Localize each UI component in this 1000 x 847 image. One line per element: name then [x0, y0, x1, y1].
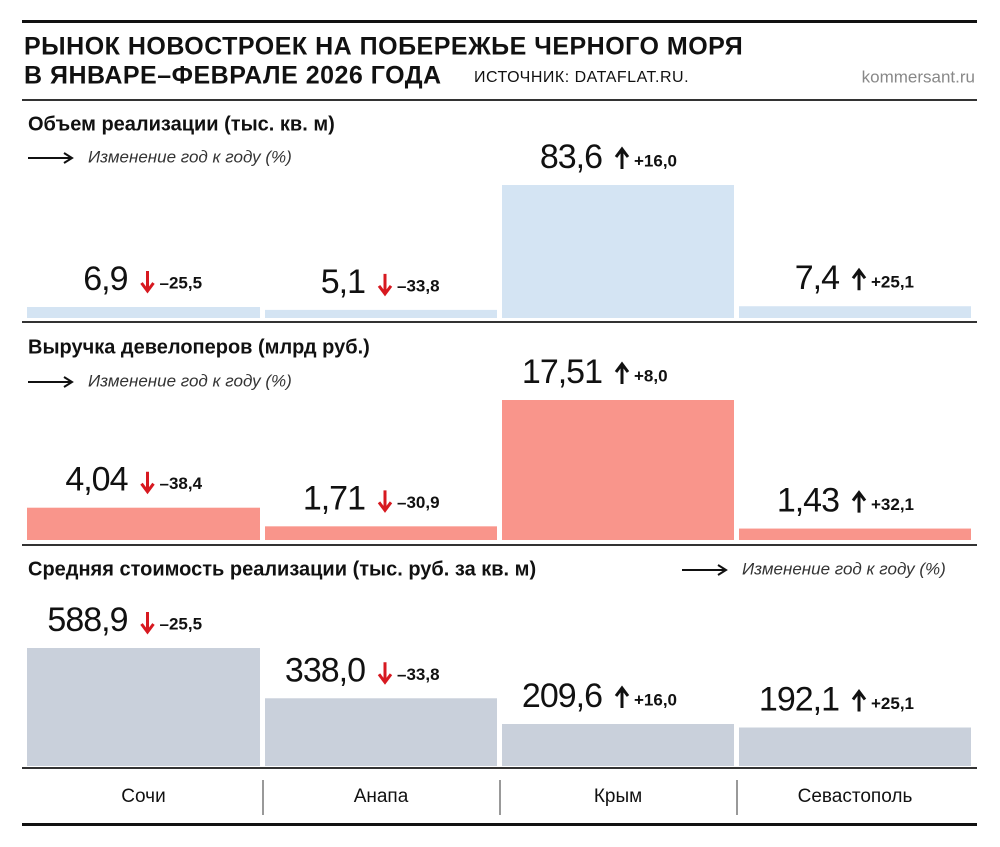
category-label: Анапа — [354, 786, 409, 807]
arrow-down — [377, 490, 393, 513]
arrow-up — [851, 689, 867, 712]
arrow-up — [614, 361, 630, 384]
arrow-down — [377, 273, 393, 297]
title-line: В ЯНВАРЕ–ФЕВРАЛЕ 2026 ГОДА — [24, 62, 442, 90]
bar — [27, 507, 260, 540]
top-rule — [22, 20, 977, 23]
change-label: –30,9 — [397, 493, 440, 512]
panel-title: Средняя стоимость реализации (тыс. руб. … — [28, 558, 536, 580]
arrow-up — [614, 146, 630, 169]
panel-title: Объем реализации (тыс. кв. м) — [28, 113, 335, 135]
change-label: +16,0 — [634, 151, 677, 170]
bar — [502, 400, 734, 540]
value-label: 1,43 — [777, 482, 839, 520]
rule — [22, 544, 977, 546]
bar — [27, 307, 260, 318]
value-label: 192,1 — [759, 680, 839, 718]
value-label: 338,0 — [285, 651, 365, 689]
rule — [22, 321, 977, 323]
bar — [265, 309, 497, 318]
rule — [22, 99, 977, 101]
change-label: –33,8 — [397, 276, 440, 295]
bar — [502, 185, 734, 318]
arrow-down — [140, 271, 155, 294]
value-label: 1,71 — [303, 479, 365, 517]
value-label: 209,6 — [522, 677, 602, 715]
site: kommersant.ru — [862, 67, 975, 86]
bar — [502, 724, 734, 766]
change-label: –38,4 — [160, 474, 203, 493]
legend-label: Изменение год к году (%) — [88, 371, 292, 390]
value-label: 7,4 — [795, 259, 839, 297]
change-label: –25,5 — [160, 274, 203, 293]
bar — [739, 528, 971, 540]
change-label: +25,1 — [871, 273, 914, 292]
value-label: 5,1 — [321, 263, 365, 301]
arrow-down — [140, 471, 155, 495]
bottom-rule — [22, 823, 977, 826]
arrow-up — [614, 685, 630, 709]
change-label: –33,8 — [397, 665, 440, 684]
change-label: +8,0 — [634, 366, 668, 385]
legend-label: Изменение год к году (%) — [742, 559, 946, 578]
change-label: –25,5 — [160, 614, 203, 633]
value-label: 588,9 — [47, 601, 127, 639]
value-label: 17,51 — [522, 353, 602, 391]
arrow-up — [851, 267, 867, 291]
legend-arrow-head — [63, 376, 74, 388]
legend-arrow-head — [717, 564, 728, 576]
source: ИСТОЧНИК: DATAFLAT.RU. — [474, 69, 689, 86]
legend-arrow-head — [63, 152, 74, 164]
arrow-down — [140, 612, 155, 635]
bar — [27, 648, 260, 766]
category-label: Севастополь — [798, 786, 913, 807]
change-label: +25,1 — [871, 694, 914, 713]
panel-title: Выручка девелоперов (млрд руб.) — [28, 336, 370, 358]
bar — [265, 698, 497, 766]
value-label: 6,9 — [83, 260, 127, 298]
arrow-down — [377, 662, 393, 685]
change-label: +16,0 — [634, 690, 677, 709]
bar — [739, 306, 971, 318]
value-label: 4,04 — [65, 461, 127, 499]
rule — [22, 767, 977, 769]
title-line: РЫНОК НОВОСТРОЕК НА ПОБЕРЕЖЬЕ ЧЕРНОГО МО… — [24, 33, 743, 61]
change-label: +32,1 — [871, 495, 914, 514]
value-label: 83,6 — [540, 138, 602, 176]
legend-label: Изменение год к году (%) — [88, 147, 292, 166]
bar — [739, 727, 971, 766]
category-label: Сочи — [121, 786, 165, 807]
category-label: Крым — [594, 786, 642, 807]
arrow-up — [851, 490, 867, 513]
bar — [265, 526, 497, 540]
